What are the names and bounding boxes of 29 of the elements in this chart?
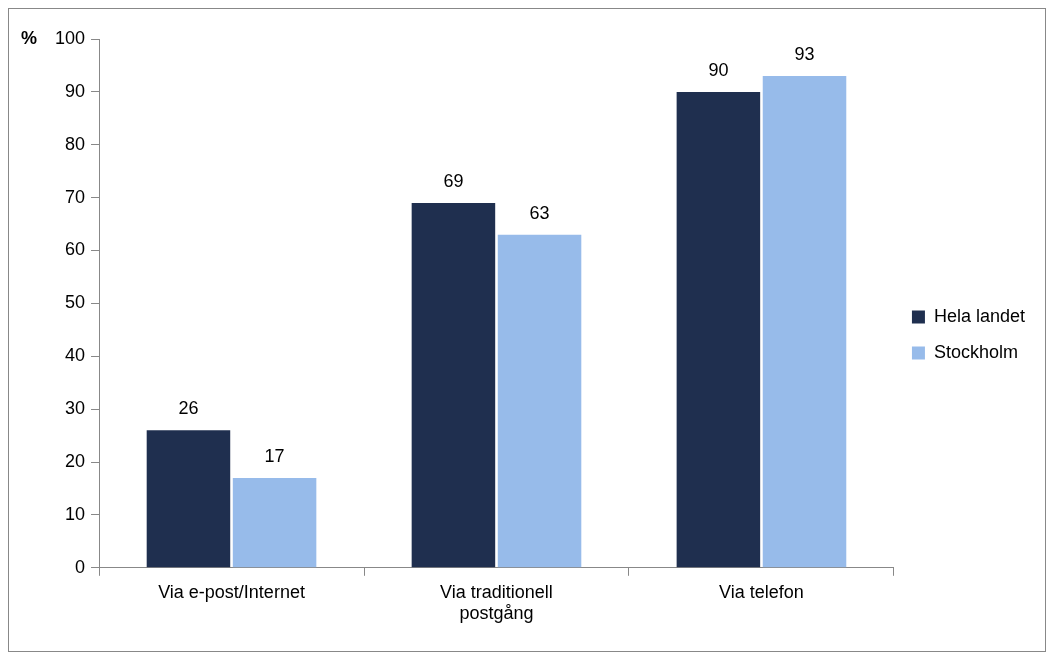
bar: [497, 234, 582, 568]
x-tick-label: Via telefon: [719, 581, 804, 602]
y-tick-label: 30: [65, 398, 86, 419]
y-tick-label: 10: [65, 503, 86, 524]
y-tick-label: 80: [65, 133, 86, 154]
y-axis-title: %: [20, 27, 37, 48]
legend-label: Stockholm: [933, 341, 1018, 362]
bar: [232, 477, 317, 568]
legend-label: Hela landet: [933, 305, 1026, 326]
data-label: 63: [529, 202, 550, 223]
y-tick-label: 100: [54, 27, 86, 48]
y-tick-label: 20: [65, 451, 86, 472]
x-tick-label: Via traditionell postgång: [440, 581, 553, 624]
y-tick-label: 60: [65, 239, 86, 260]
y-tick-label: 90: [65, 80, 86, 101]
y-tick-label: 70: [65, 186, 86, 207]
data-label: 90: [708, 59, 729, 80]
bar: [762, 76, 847, 568]
y-tick-label: 50: [65, 292, 86, 313]
data-label: 17: [264, 445, 285, 466]
x-tick-label: Via e-post/Internet: [158, 581, 305, 602]
bar: [676, 91, 761, 568]
data-label: 93: [794, 43, 815, 64]
y-tick-label: 40: [65, 345, 86, 366]
bar: [146, 430, 231, 568]
data-label: 26: [178, 398, 199, 419]
bar: [411, 202, 496, 568]
y-tick-label: 0: [75, 556, 86, 577]
data-label: 69: [443, 170, 464, 191]
